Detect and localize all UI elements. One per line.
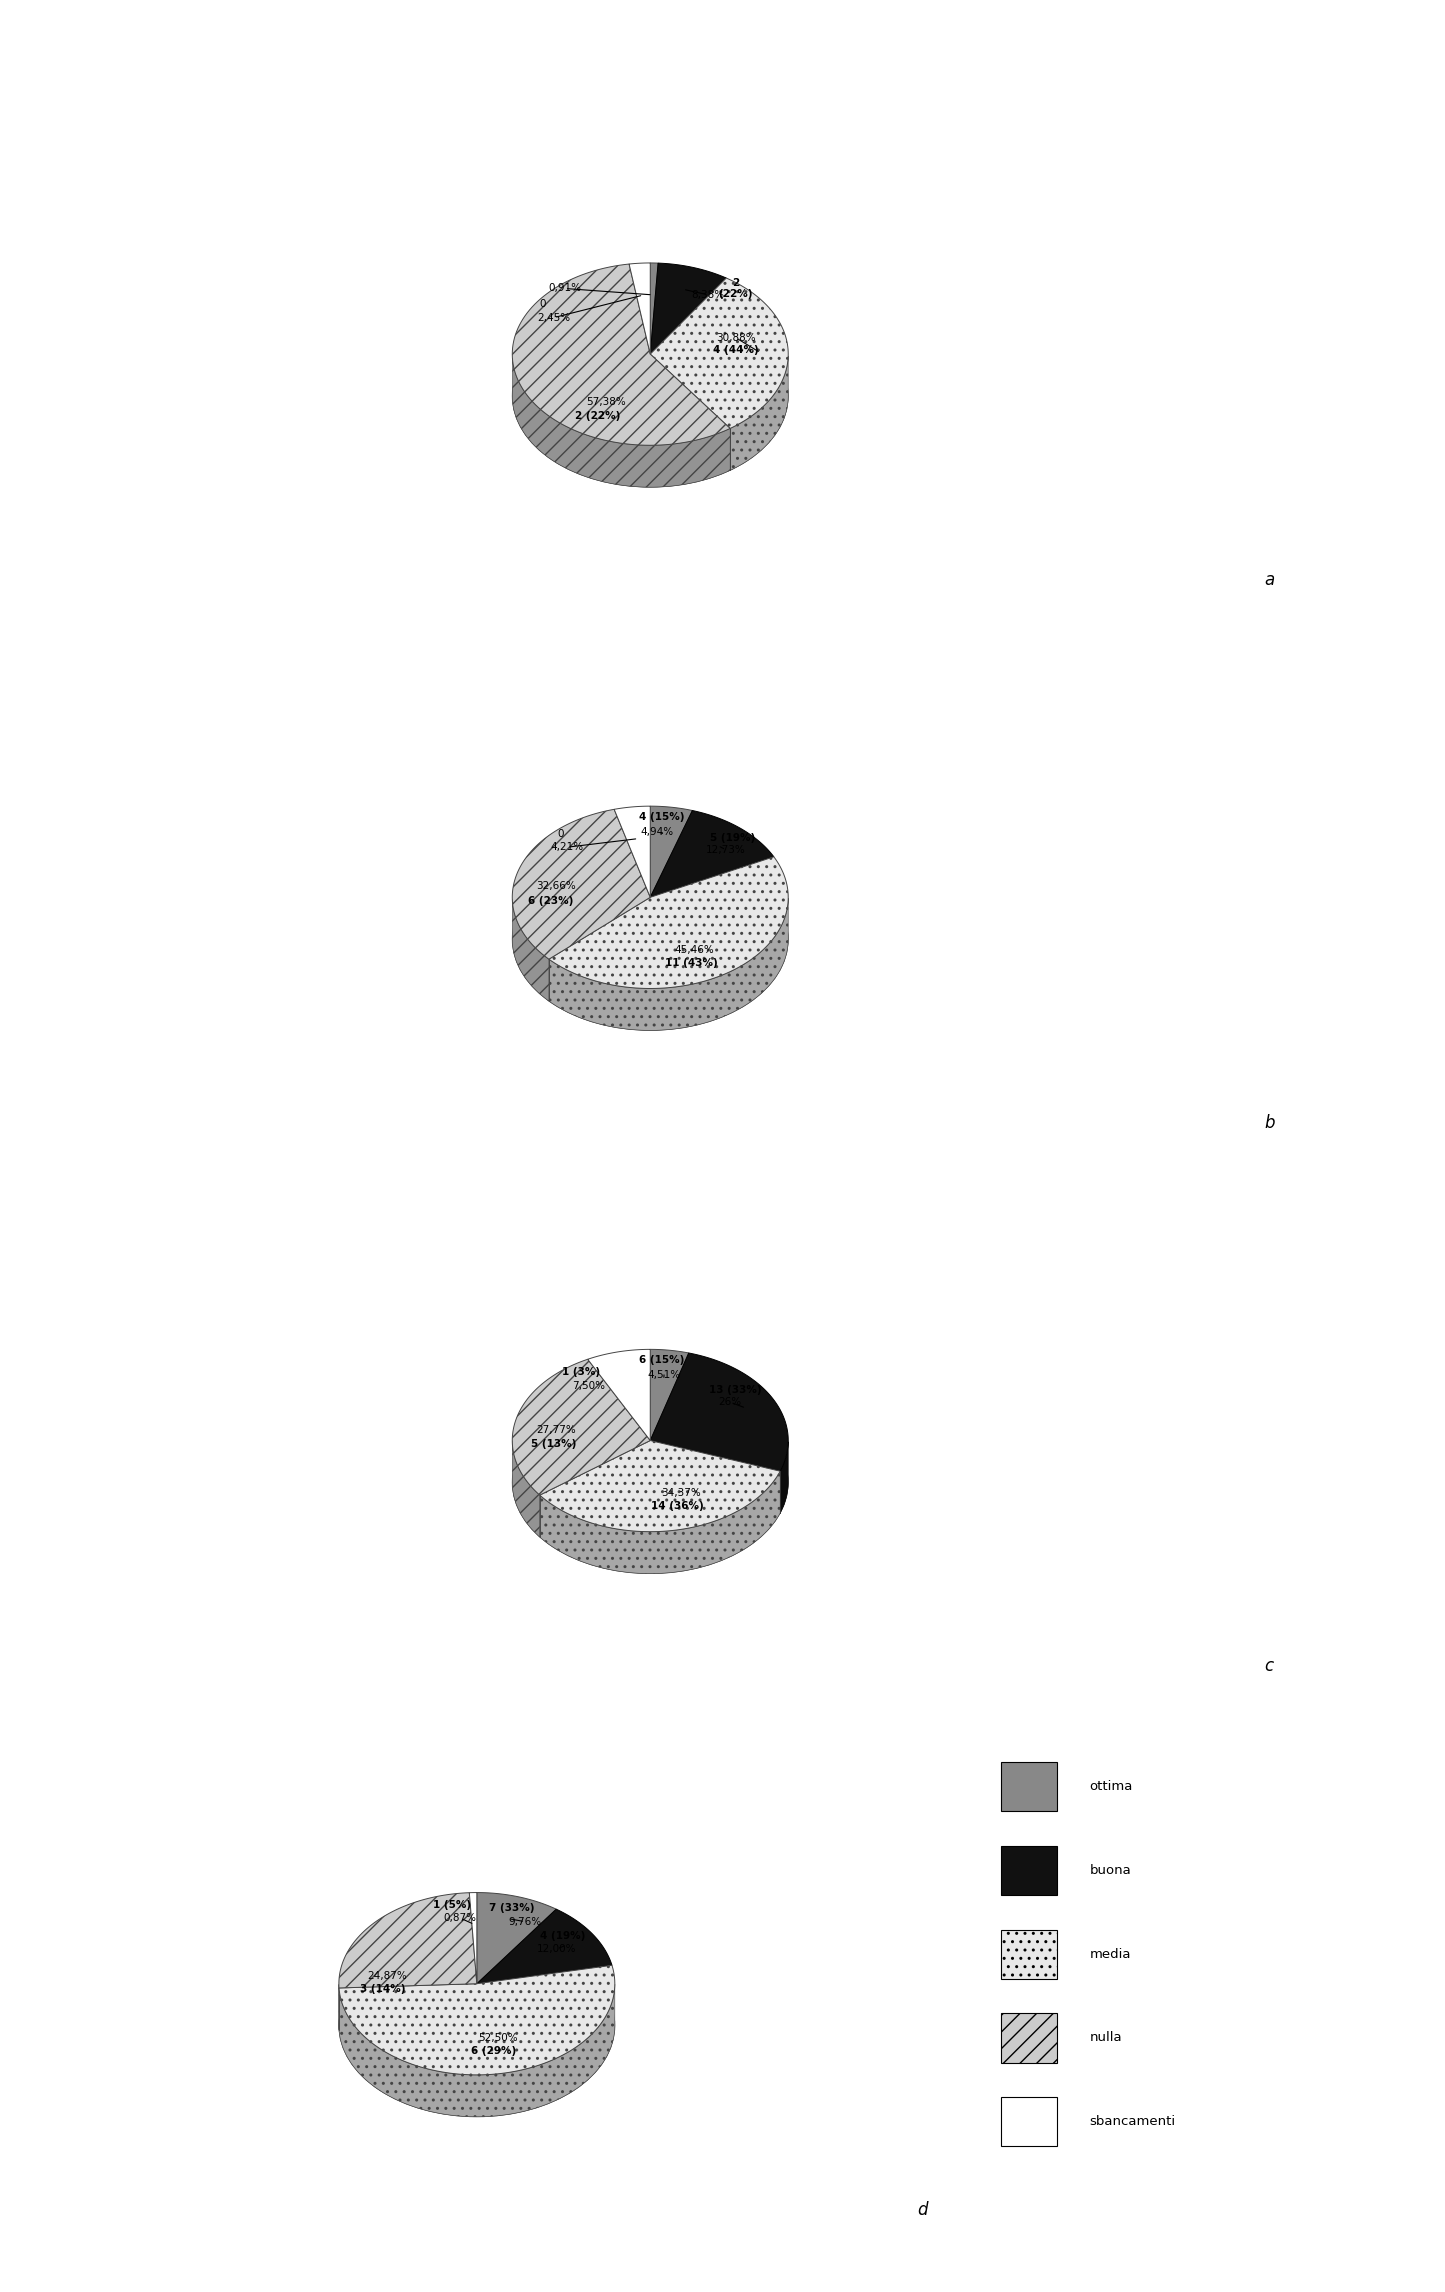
Text: 7 (33%): 7 (33%) <box>488 1902 535 1914</box>
Polygon shape <box>614 807 650 898</box>
Text: 11 (43%): 11 (43%) <box>665 958 718 967</box>
Polygon shape <box>513 809 650 958</box>
Text: 14 (36%): 14 (36%) <box>652 1501 704 1510</box>
Text: nulla: nulla <box>1090 2031 1123 2044</box>
Text: buona: buona <box>1090 1863 1131 1877</box>
Polygon shape <box>513 264 730 445</box>
Text: 34,37%: 34,37% <box>660 1488 701 1499</box>
Polygon shape <box>340 1893 477 1987</box>
Text: a: a <box>1264 571 1274 589</box>
Text: 7,50%: 7,50% <box>572 1380 604 1391</box>
Text: c: c <box>1264 1657 1273 1675</box>
Text: 4,94%: 4,94% <box>640 827 673 837</box>
Polygon shape <box>650 1352 788 1471</box>
Text: 27,77%: 27,77% <box>536 1426 577 1435</box>
Text: 5 (13%): 5 (13%) <box>530 1439 577 1449</box>
Text: 0,87%: 0,87% <box>444 1914 477 1923</box>
Ellipse shape <box>513 305 788 488</box>
Bar <box>1000 1845 1058 1895</box>
Text: 1 (5%): 1 (5%) <box>434 1900 471 1909</box>
Text: 24,87%: 24,87% <box>367 1971 407 1980</box>
Text: 2,45%: 2,45% <box>538 312 571 323</box>
Polygon shape <box>588 1350 650 1439</box>
Text: 13 (33%): 13 (33%) <box>709 1384 762 1396</box>
Ellipse shape <box>513 1391 788 1575</box>
Polygon shape <box>513 1442 540 1538</box>
Polygon shape <box>650 807 692 898</box>
Text: 6 (29%): 6 (29%) <box>471 2047 516 2056</box>
Polygon shape <box>540 1471 780 1575</box>
Polygon shape <box>470 1893 477 1983</box>
Text: 4 (19%): 4 (19%) <box>540 1932 585 1941</box>
Text: 6 (23%): 6 (23%) <box>529 896 574 905</box>
Text: 4 (15%): 4 (15%) <box>639 811 683 823</box>
Text: 30,88%: 30,88% <box>715 332 756 344</box>
Text: 26%: 26% <box>718 1398 741 1407</box>
Polygon shape <box>549 898 788 1031</box>
Polygon shape <box>730 355 788 470</box>
Text: 0,91%: 0,91% <box>548 284 581 293</box>
Text: 45,46%: 45,46% <box>675 944 714 956</box>
Bar <box>1000 1930 1058 1978</box>
Text: 0: 0 <box>539 298 546 309</box>
Polygon shape <box>650 264 657 353</box>
Bar <box>1000 2012 1058 2063</box>
Text: 5 (19%): 5 (19%) <box>711 832 756 843</box>
Text: 3 (14%): 3 (14%) <box>360 1985 406 1994</box>
Text: b: b <box>1264 1114 1274 1132</box>
Text: 4,51%: 4,51% <box>647 1371 681 1380</box>
Polygon shape <box>650 277 788 429</box>
Polygon shape <box>513 1359 650 1494</box>
Text: 6 (15%): 6 (15%) <box>639 1355 683 1366</box>
Polygon shape <box>513 898 549 1002</box>
Bar <box>1000 2097 1058 2145</box>
Text: 12,73%: 12,73% <box>707 846 746 855</box>
Ellipse shape <box>340 1934 614 2118</box>
Polygon shape <box>340 1985 614 2118</box>
Text: 32,66%: 32,66% <box>536 882 577 892</box>
Polygon shape <box>780 1442 788 1513</box>
Text: d: d <box>918 2200 928 2219</box>
Polygon shape <box>513 358 730 488</box>
Text: 57,38%: 57,38% <box>587 397 626 406</box>
Polygon shape <box>477 1893 556 1983</box>
Bar <box>1000 1763 1058 1811</box>
Text: 0: 0 <box>558 827 564 839</box>
Text: 8,38%: 8,38% <box>692 289 725 300</box>
Polygon shape <box>340 1964 614 2074</box>
Text: 9,76%: 9,76% <box>509 1916 542 1928</box>
Text: ottima: ottima <box>1090 1781 1133 1792</box>
Polygon shape <box>477 1909 613 1983</box>
Polygon shape <box>650 264 727 353</box>
Text: 2
(22%): 2 (22%) <box>718 277 753 300</box>
Polygon shape <box>650 811 775 898</box>
Text: 1 (3%): 1 (3%) <box>562 1366 600 1377</box>
Polygon shape <box>549 857 788 988</box>
Text: 4,21%: 4,21% <box>551 841 584 853</box>
Polygon shape <box>540 1439 780 1531</box>
Ellipse shape <box>513 848 788 1031</box>
Text: 12,00%: 12,00% <box>538 1944 577 1955</box>
Polygon shape <box>650 1350 689 1439</box>
Text: 2 (22%): 2 (22%) <box>575 410 620 422</box>
Text: sbancamenti: sbancamenti <box>1090 2116 1176 2129</box>
Text: media: media <box>1090 1948 1131 1960</box>
Text: 52,50%: 52,50% <box>478 2033 517 2044</box>
Polygon shape <box>629 264 650 353</box>
Text: 4 (44%): 4 (44%) <box>712 346 759 355</box>
